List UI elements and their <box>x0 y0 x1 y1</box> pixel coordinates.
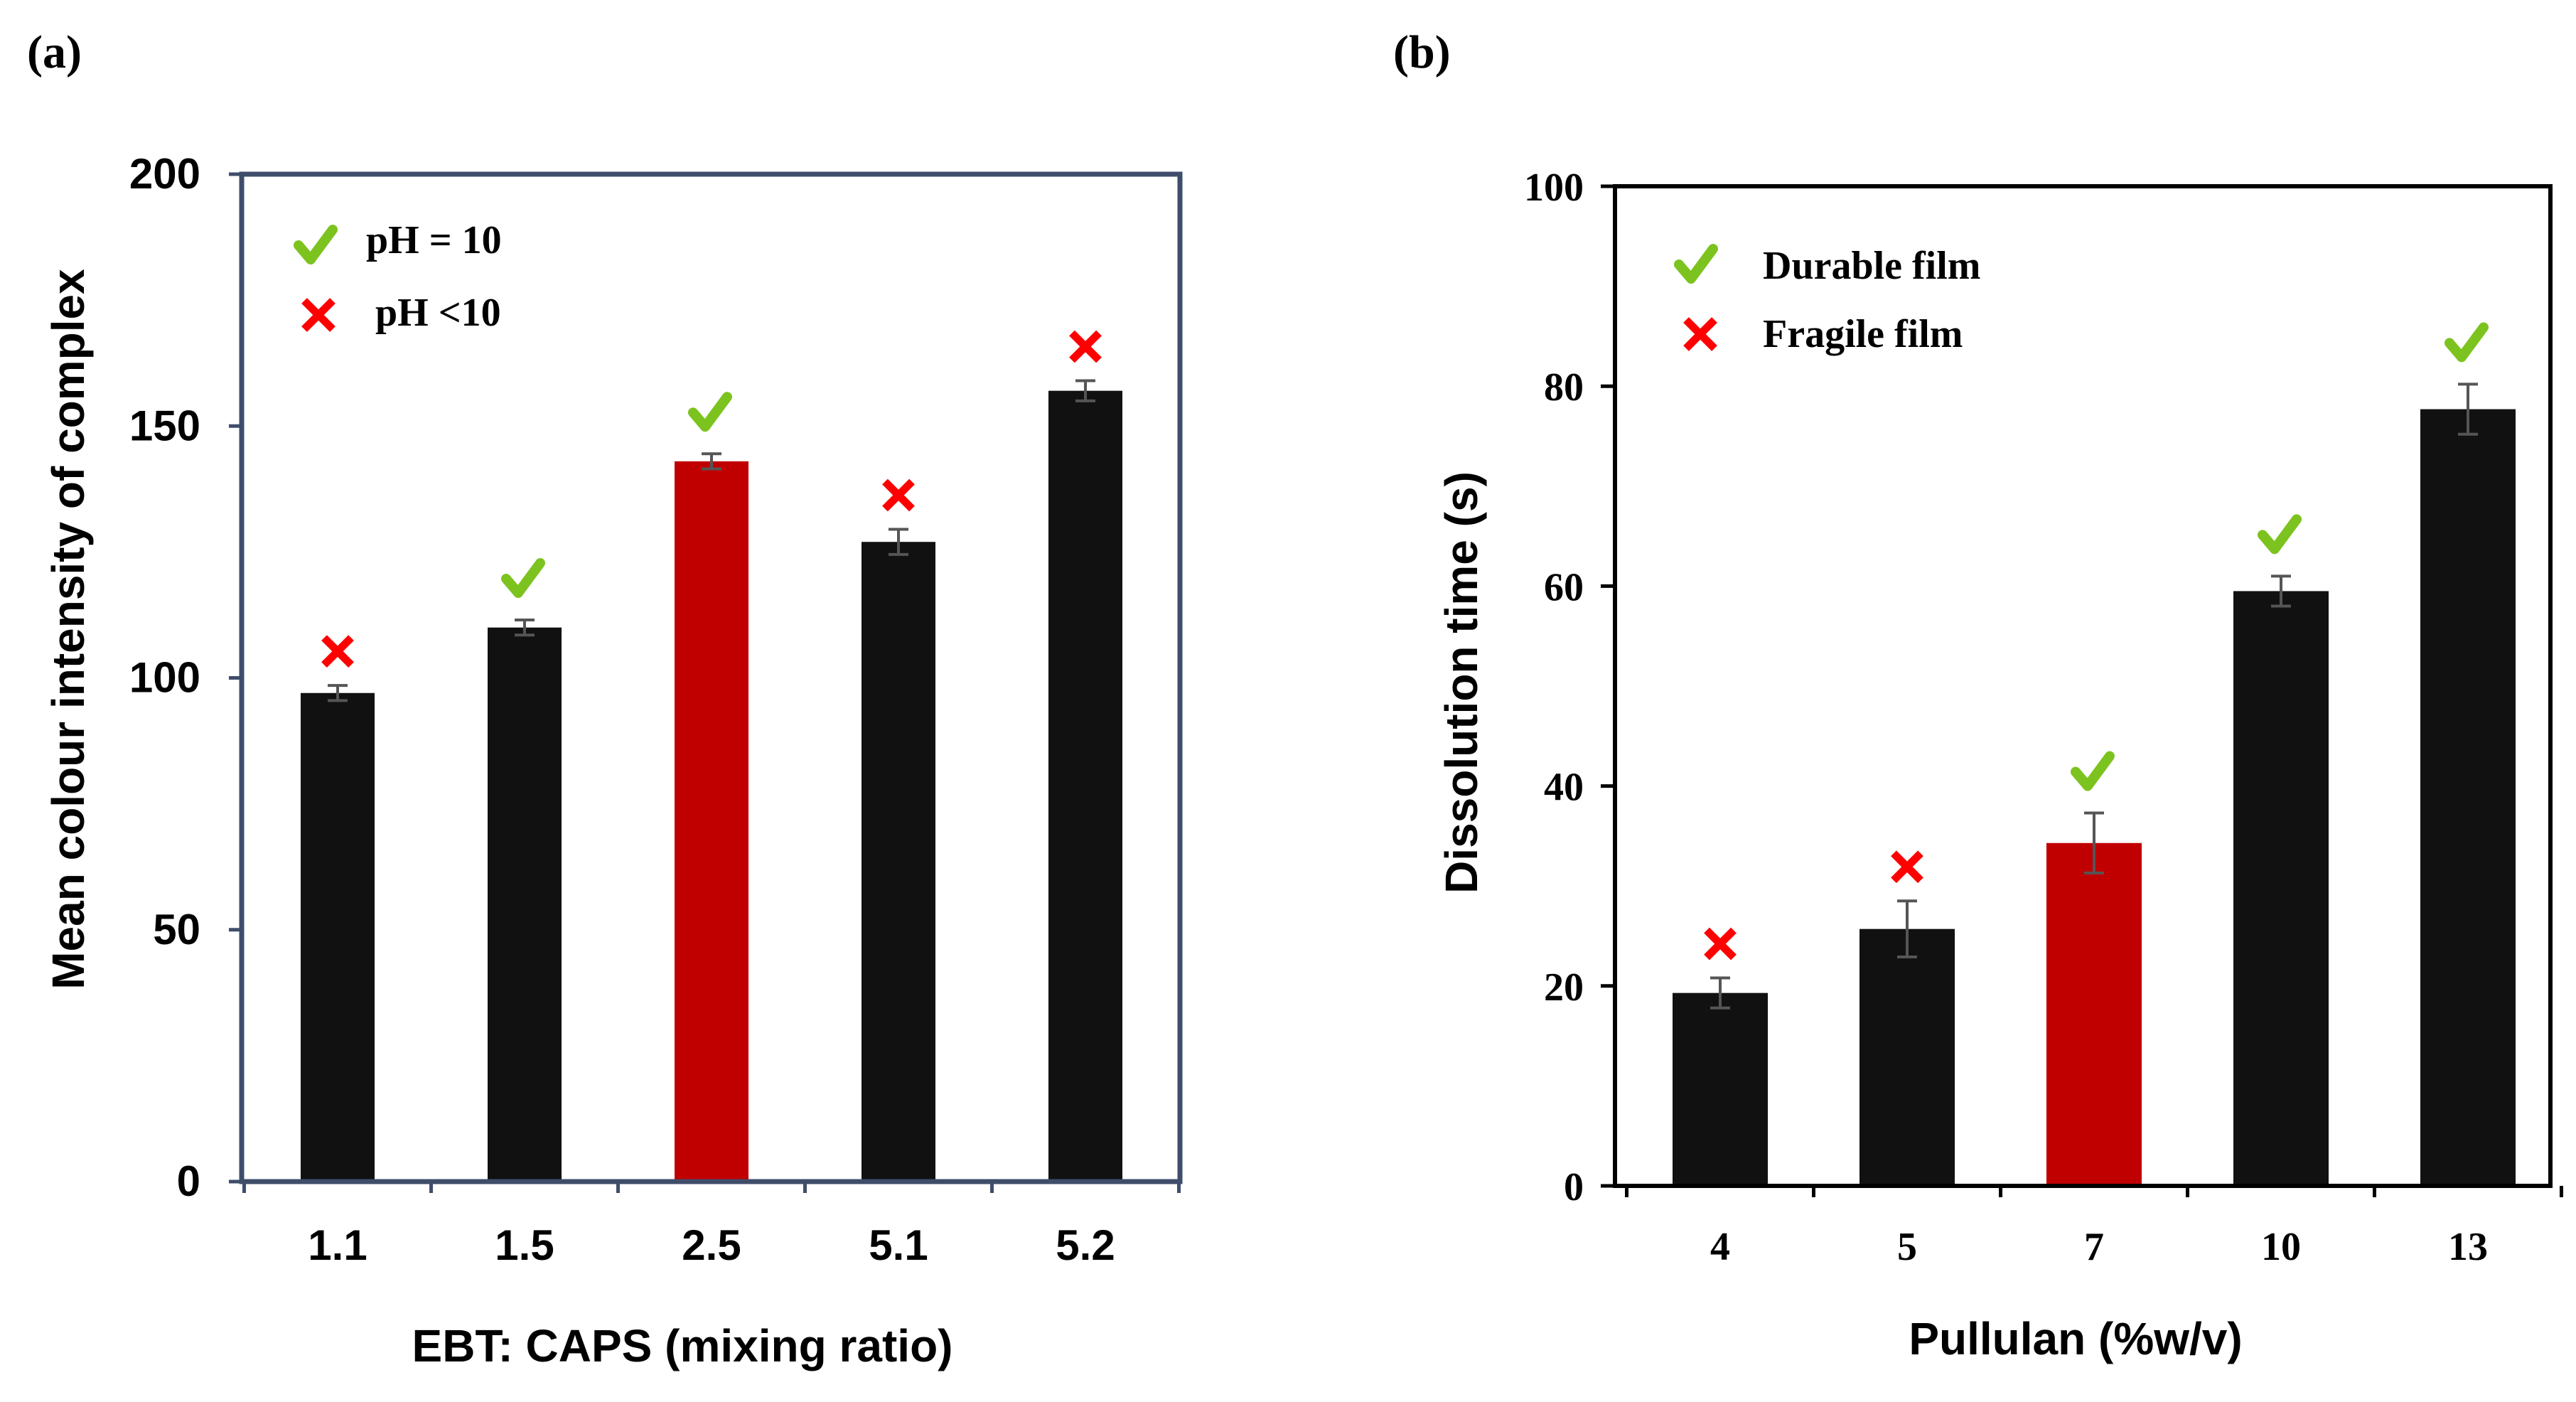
tick-group-b: 0 20 40 60 80 100 4 5 7 10 13 <box>1524 166 2563 1269</box>
plot-frame-a <box>239 171 1183 1184</box>
x-tick-label-b: 7 <box>2084 1225 2104 1269</box>
legend-cross-icon-b <box>1683 317 1717 351</box>
error-bar-a-5.2 <box>1075 379 1095 402</box>
bar-a-1.1 <box>301 692 375 1182</box>
error-bar-a-1.1 <box>328 684 348 702</box>
cross-icon <box>321 635 354 668</box>
x-axis-title-b: Pullulan (%w/v) <box>1909 1313 2242 1364</box>
legend-cross-icon-a <box>301 298 336 332</box>
y-tick-label-b: 80 <box>1544 365 1584 410</box>
error-bar-b-5 <box>1897 899 1917 959</box>
panel-label-b: (b) <box>1393 26 1451 78</box>
legend-a: pH = 10 pH <10 <box>294 218 502 335</box>
x-tick-label-a: 2.5 <box>682 1221 741 1269</box>
y-tick-label-a: 100 <box>129 654 200 702</box>
error-bar-a-5.1 <box>889 528 908 556</box>
x-tick-label-b: 5 <box>1897 1225 1917 1269</box>
bar-a-5.2 <box>1048 390 1122 1182</box>
legend-check-icon-b <box>1674 244 1718 284</box>
check-icon <box>688 392 732 432</box>
y-tick-label-a: 150 <box>129 402 200 449</box>
bar-b-4 <box>1673 992 1768 1186</box>
legend-check-label-a: pH = 10 <box>366 218 502 262</box>
check-icon <box>2444 322 2489 363</box>
x-tick-label-a: 1.5 <box>495 1221 554 1269</box>
error-bar-a-2.5 <box>702 452 721 471</box>
bar-group-b <box>1673 322 2516 1186</box>
cross-icon <box>1704 927 1737 960</box>
chart-panel-b: (b) Dissolution time (s) Pullulan (%w/v)… <box>1393 26 2563 1364</box>
x-tick-label-b: 10 <box>2261 1225 2301 1269</box>
x-tick-label-a: 1.1 <box>308 1221 367 1269</box>
chart-panel-a: (a) Mean colour intensity of complex EBT… <box>27 26 1183 1371</box>
bar-b-10 <box>2233 591 2329 1186</box>
x-tick-label-a: 5.1 <box>869 1221 928 1269</box>
cross-icon <box>1891 850 1923 884</box>
error-bar-a-1.5 <box>515 619 535 637</box>
legend-check-icon-a <box>294 225 338 264</box>
y-tick-label-b: 60 <box>1544 565 1584 609</box>
panel-label-a: (a) <box>27 26 82 78</box>
y-tick-label-b: 100 <box>1524 166 1584 210</box>
x-axis-title-a: EBT: CAPS (mixing ratio) <box>412 1320 953 1371</box>
y-tick-label-a: 200 <box>129 150 200 198</box>
error-bar-b-13 <box>2458 382 2478 436</box>
y-tick-label-b: 40 <box>1544 766 1584 810</box>
cross-icon <box>1069 330 1102 363</box>
cross-icon <box>882 478 915 512</box>
y-axis-title-a: Mean colour intensity of complex <box>43 269 94 990</box>
x-tick-label-a: 5.2 <box>1056 1221 1115 1269</box>
error-bar-b-4 <box>1710 976 1730 1010</box>
legend-cross-label-b: Fragile film <box>1763 312 1963 356</box>
check-icon <box>2258 514 2302 555</box>
bar-a-5.1 <box>862 542 935 1182</box>
y-axis-title-b: Dissolution time (s) <box>1436 471 1487 894</box>
bar-b-7 <box>2046 842 2142 1186</box>
y-tick-label-a: 0 <box>177 1157 200 1205</box>
error-bar-b-10 <box>2271 574 2291 608</box>
bar-a-2.5 <box>675 461 748 1182</box>
legend-cross-label-a: pH <10 <box>375 291 501 335</box>
tick-group-a: 0 50 100 150 200 1.1 1.5 2.5 5.1 5.2 <box>129 150 1181 1269</box>
y-tick-label-a: 50 <box>153 906 200 953</box>
legend-b: Durable film Fragile film <box>1674 244 1980 356</box>
axes-frame-a <box>239 171 1183 1184</box>
bar-b-5 <box>1859 929 1955 1186</box>
bar-b-13 <box>2420 409 2516 1186</box>
y-tick-label-b: 0 <box>1564 1165 1584 1209</box>
plot-frame-b <box>1613 184 2553 1188</box>
x-tick-label-b: 13 <box>2448 1225 2488 1269</box>
y-tick-label-b: 20 <box>1544 965 1584 1010</box>
error-bar-b-7 <box>2084 811 2104 874</box>
bar-group-a <box>301 330 1122 1182</box>
check-icon <box>2071 751 2115 791</box>
axes-frame-b <box>1613 184 2553 1188</box>
bar-a-1.5 <box>488 627 562 1182</box>
legend-check-label-b: Durable film <box>1763 244 1980 288</box>
x-tick-label-b: 4 <box>1710 1225 1730 1269</box>
check-icon <box>501 558 545 599</box>
